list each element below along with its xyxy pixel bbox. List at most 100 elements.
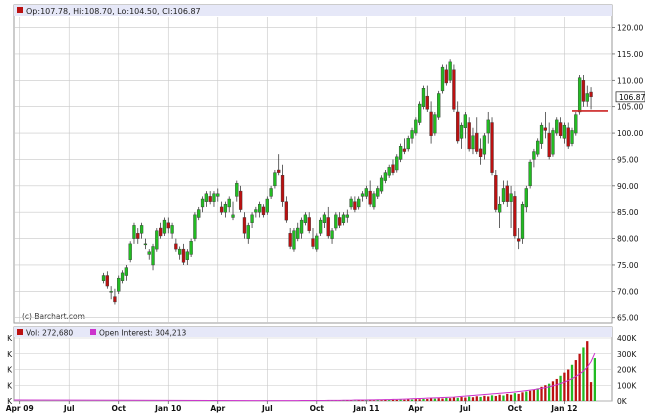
volume-bar bbox=[384, 399, 387, 401]
volume-bar bbox=[361, 400, 364, 401]
ohlc-text: Op:107.78, Hi:108.70, Lo:104.50, Cl:106.… bbox=[26, 7, 201, 16]
candle-body bbox=[562, 124, 567, 139]
candle-body bbox=[338, 217, 342, 226]
candle bbox=[360, 191, 365, 202]
candle-body bbox=[223, 204, 228, 213]
candle bbox=[132, 222, 136, 244]
candle-body bbox=[524, 188, 528, 208]
candle-body bbox=[212, 193, 216, 202]
candle-body bbox=[200, 198, 205, 208]
candle bbox=[143, 238, 148, 250]
candle bbox=[250, 212, 254, 229]
candle-body bbox=[273, 172, 277, 187]
candle bbox=[372, 191, 376, 210]
candle bbox=[101, 272, 106, 284]
price-y-tick-label: 80.00 bbox=[617, 235, 639, 244]
candle bbox=[543, 111, 547, 139]
candle bbox=[238, 185, 243, 213]
candle-body bbox=[101, 275, 106, 281]
candle bbox=[158, 222, 163, 239]
volume-bar bbox=[525, 391, 528, 401]
candle bbox=[109, 286, 113, 300]
volume-bar bbox=[563, 372, 566, 401]
candle-body bbox=[265, 198, 269, 213]
candle-body bbox=[536, 140, 540, 155]
candle-body bbox=[589, 91, 593, 98]
candle bbox=[497, 196, 502, 229]
candle-body bbox=[185, 251, 189, 260]
candle-body bbox=[147, 251, 151, 255]
volume-y-tick-label: 100K bbox=[617, 381, 637, 390]
candle-body bbox=[246, 225, 250, 239]
price-y-tick-label: 90.00 bbox=[617, 182, 639, 191]
candle bbox=[185, 249, 189, 265]
candle bbox=[208, 191, 212, 205]
candle bbox=[589, 87, 593, 110]
x-tick-label: Oct bbox=[508, 404, 523, 413]
candle-body bbox=[539, 124, 544, 144]
volume-bar bbox=[551, 381, 555, 401]
candle-body bbox=[547, 132, 551, 158]
candle-body bbox=[231, 214, 235, 218]
candle bbox=[418, 101, 422, 126]
candle bbox=[235, 180, 239, 202]
candle bbox=[539, 122, 544, 149]
candle bbox=[486, 111, 490, 144]
volume-bar bbox=[483, 395, 486, 401]
candle bbox=[307, 212, 311, 234]
candle bbox=[326, 206, 330, 239]
candle bbox=[433, 111, 437, 136]
candle bbox=[444, 64, 448, 86]
volume-bar bbox=[460, 397, 463, 401]
candle-body bbox=[120, 272, 125, 281]
candle-body bbox=[505, 185, 509, 202]
volume-bar bbox=[452, 397, 456, 401]
volume-bar bbox=[567, 369, 570, 401]
volume-y-tick-label: 400K bbox=[617, 334, 637, 343]
candle bbox=[113, 288, 117, 305]
price-y-tick-label: 65.00 bbox=[617, 314, 639, 323]
candle bbox=[467, 117, 471, 152]
candle-body bbox=[284, 201, 288, 221]
candle-body bbox=[353, 201, 357, 210]
volume-bar bbox=[376, 400, 379, 401]
candle-body bbox=[418, 103, 422, 123]
volume-bar bbox=[536, 388, 539, 401]
candle-body bbox=[162, 219, 167, 234]
price-y-tick-label: 75.00 bbox=[617, 261, 639, 270]
volume-bar bbox=[441, 398, 444, 401]
candle bbox=[478, 138, 483, 165]
candle bbox=[200, 196, 205, 213]
volume-bar bbox=[372, 400, 376, 401]
candle-body bbox=[330, 230, 334, 239]
volume-bar bbox=[506, 393, 509, 401]
candle bbox=[277, 154, 281, 176]
candle bbox=[128, 241, 132, 263]
volume-bar bbox=[490, 395, 494, 401]
volume-bar bbox=[456, 397, 459, 401]
volume-bar bbox=[498, 394, 501, 401]
candle-body bbox=[155, 230, 159, 250]
price-header-bar bbox=[14, 5, 612, 16]
candle bbox=[471, 127, 475, 155]
price-gridlines bbox=[14, 17, 612, 323]
volume-bar bbox=[521, 392, 524, 401]
candle bbox=[155, 228, 159, 252]
candle bbox=[105, 271, 109, 289]
candle-body bbox=[170, 225, 174, 234]
candle bbox=[117, 275, 121, 294]
candle-body bbox=[238, 190, 243, 210]
volume-bar bbox=[528, 390, 532, 401]
volume-bar bbox=[437, 398, 440, 401]
candle-body bbox=[143, 243, 148, 246]
candle bbox=[261, 204, 266, 218]
candle-body bbox=[467, 122, 471, 150]
candle-body bbox=[406, 138, 410, 150]
open-interest-line bbox=[13, 352, 596, 402]
candle bbox=[528, 159, 532, 189]
candle-body bbox=[349, 198, 353, 208]
candle bbox=[322, 212, 327, 229]
candle-body bbox=[440, 66, 445, 92]
candle-body bbox=[513, 196, 517, 237]
